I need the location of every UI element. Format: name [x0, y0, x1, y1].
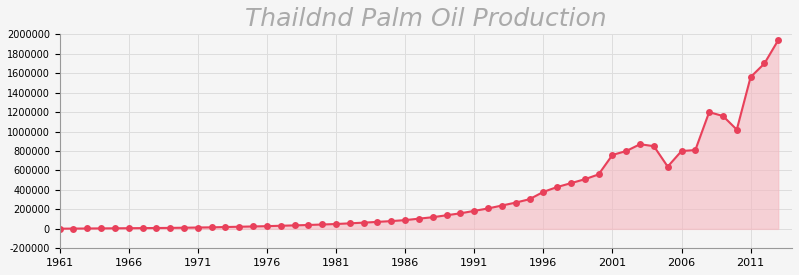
Title: Thaildnd Palm Oil Production: Thaildnd Palm Oil Production	[245, 7, 606, 31]
